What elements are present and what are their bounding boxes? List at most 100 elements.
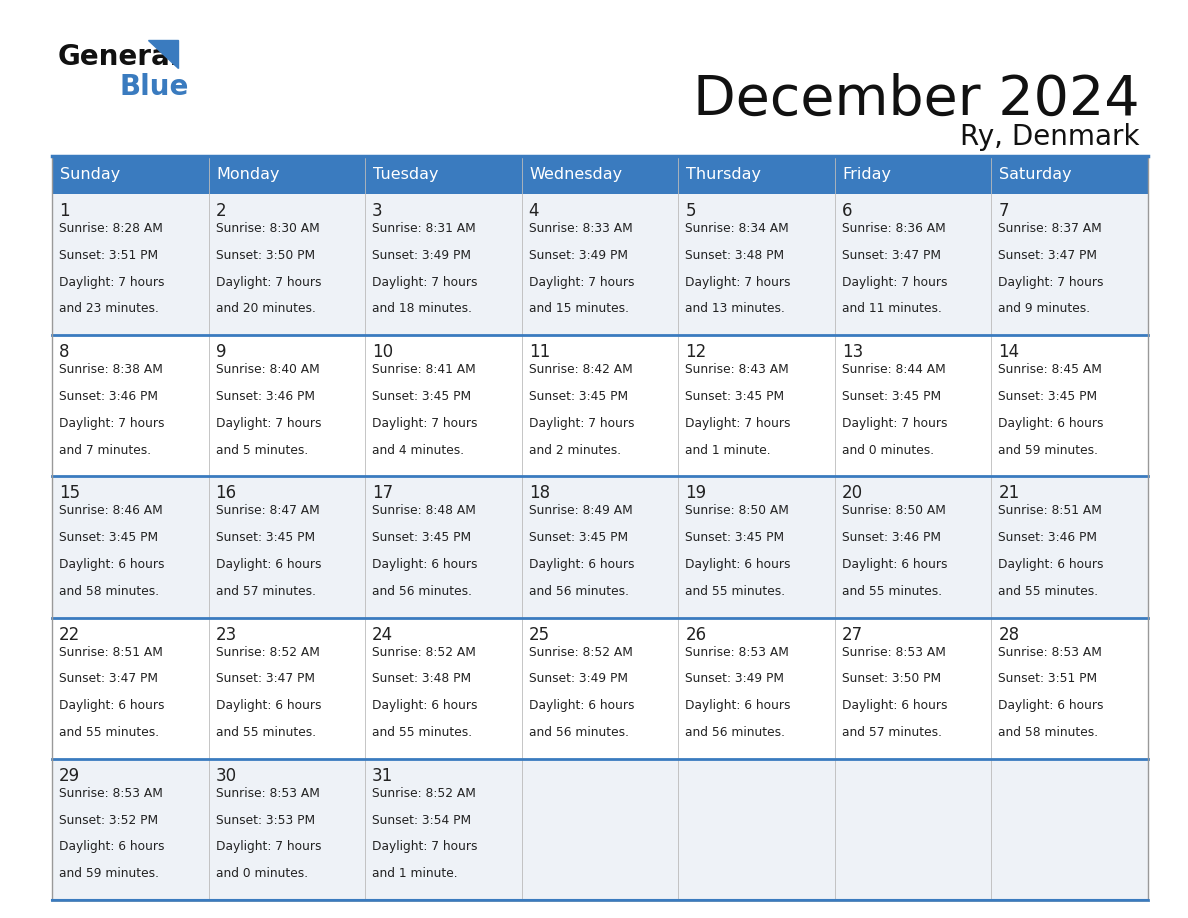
- Text: and 59 minutes.: and 59 minutes.: [59, 868, 159, 880]
- Bar: [365, 476, 522, 618]
- Text: Sunset: 3:48 PM: Sunset: 3:48 PM: [685, 249, 784, 262]
- Text: and 59 minutes.: and 59 minutes.: [998, 443, 1099, 456]
- Text: Thursday: Thursday: [687, 167, 762, 183]
- Text: 23: 23: [215, 625, 236, 644]
- Text: 17: 17: [372, 485, 393, 502]
- Text: Sunset: 3:51 PM: Sunset: 3:51 PM: [59, 249, 158, 262]
- Bar: [992, 156, 1148, 194]
- Text: Daylight: 7 hours: Daylight: 7 hours: [685, 275, 791, 288]
- Text: Daylight: 7 hours: Daylight: 7 hours: [372, 275, 478, 288]
- Bar: [835, 335, 992, 476]
- Text: Daylight: 7 hours: Daylight: 7 hours: [372, 417, 478, 430]
- Text: Sunrise: 8:38 AM: Sunrise: 8:38 AM: [59, 364, 163, 376]
- Bar: [365, 335, 522, 476]
- Text: Friday: Friday: [842, 167, 892, 183]
- Bar: [52, 156, 209, 194]
- Text: 5: 5: [685, 202, 696, 220]
- Text: Daylight: 6 hours: Daylight: 6 hours: [529, 700, 634, 712]
- Text: Blue: Blue: [120, 73, 189, 101]
- Bar: [365, 156, 522, 194]
- Bar: [365, 618, 522, 759]
- Text: and 1 minute.: and 1 minute.: [685, 443, 771, 456]
- Text: Sunset: 3:47 PM: Sunset: 3:47 PM: [998, 249, 1098, 262]
- Text: Sunrise: 8:33 AM: Sunrise: 8:33 AM: [529, 222, 632, 235]
- Text: Daylight: 7 hours: Daylight: 7 hours: [842, 417, 947, 430]
- Text: Sunset: 3:45 PM: Sunset: 3:45 PM: [529, 532, 627, 544]
- Text: Sunrise: 8:44 AM: Sunrise: 8:44 AM: [842, 364, 946, 376]
- Text: and 57 minutes.: and 57 minutes.: [215, 585, 316, 598]
- Text: 4: 4: [529, 202, 539, 220]
- Text: Daylight: 7 hours: Daylight: 7 hours: [842, 275, 947, 288]
- Text: Daylight: 7 hours: Daylight: 7 hours: [215, 840, 321, 854]
- Text: 18: 18: [529, 485, 550, 502]
- Text: 14: 14: [998, 343, 1019, 361]
- Text: 8: 8: [59, 343, 70, 361]
- Text: Sunset: 3:45 PM: Sunset: 3:45 PM: [372, 390, 472, 403]
- Bar: [835, 194, 992, 335]
- Text: Saturday: Saturday: [999, 167, 1072, 183]
- Text: Sunday: Sunday: [61, 167, 120, 183]
- Bar: [52, 335, 209, 476]
- Bar: [522, 156, 678, 194]
- Text: Sunrise: 8:41 AM: Sunrise: 8:41 AM: [372, 364, 476, 376]
- Bar: [678, 194, 835, 335]
- Text: Daylight: 7 hours: Daylight: 7 hours: [372, 840, 478, 854]
- Bar: [52, 194, 209, 335]
- Text: Daylight: 7 hours: Daylight: 7 hours: [529, 275, 634, 288]
- Text: 12: 12: [685, 343, 707, 361]
- Text: 24: 24: [372, 625, 393, 644]
- Text: Sunrise: 8:50 AM: Sunrise: 8:50 AM: [842, 504, 946, 518]
- Text: Daylight: 6 hours: Daylight: 6 hours: [998, 700, 1104, 712]
- Text: Daylight: 6 hours: Daylight: 6 hours: [215, 700, 321, 712]
- Text: Sunrise: 8:53 AM: Sunrise: 8:53 AM: [998, 645, 1102, 658]
- Text: Daylight: 6 hours: Daylight: 6 hours: [998, 417, 1104, 430]
- Text: Sunset: 3:47 PM: Sunset: 3:47 PM: [59, 672, 158, 686]
- Bar: [522, 476, 678, 618]
- Bar: [678, 759, 835, 900]
- Text: 9: 9: [215, 343, 226, 361]
- Text: 21: 21: [998, 485, 1019, 502]
- Text: Daylight: 7 hours: Daylight: 7 hours: [215, 417, 321, 430]
- Text: 16: 16: [215, 485, 236, 502]
- Text: Sunrise: 8:36 AM: Sunrise: 8:36 AM: [842, 222, 946, 235]
- Text: Daylight: 7 hours: Daylight: 7 hours: [59, 417, 164, 430]
- Bar: [209, 476, 365, 618]
- Text: and 0 minutes.: and 0 minutes.: [842, 443, 934, 456]
- Text: Daylight: 7 hours: Daylight: 7 hours: [529, 417, 634, 430]
- Text: and 55 minutes.: and 55 minutes.: [372, 726, 473, 739]
- Text: Sunset: 3:49 PM: Sunset: 3:49 PM: [372, 249, 472, 262]
- Text: and 18 minutes.: and 18 minutes.: [372, 302, 472, 316]
- Text: 28: 28: [998, 625, 1019, 644]
- Text: 19: 19: [685, 485, 707, 502]
- Text: and 11 minutes.: and 11 minutes.: [842, 302, 942, 316]
- Text: 1: 1: [59, 202, 70, 220]
- Text: Sunset: 3:45 PM: Sunset: 3:45 PM: [215, 532, 315, 544]
- Text: 27: 27: [842, 625, 862, 644]
- Text: 2: 2: [215, 202, 226, 220]
- Text: Sunset: 3:46 PM: Sunset: 3:46 PM: [998, 532, 1098, 544]
- Text: Monday: Monday: [216, 167, 280, 183]
- Text: and 23 minutes.: and 23 minutes.: [59, 302, 159, 316]
- Bar: [522, 759, 678, 900]
- Text: and 4 minutes.: and 4 minutes.: [372, 443, 465, 456]
- Text: Sunset: 3:46 PM: Sunset: 3:46 PM: [842, 532, 941, 544]
- Bar: [209, 335, 365, 476]
- Text: Daylight: 7 hours: Daylight: 7 hours: [215, 275, 321, 288]
- Text: Sunrise: 8:50 AM: Sunrise: 8:50 AM: [685, 504, 789, 518]
- Text: and 55 minutes.: and 55 minutes.: [215, 726, 316, 739]
- Bar: [365, 194, 522, 335]
- Text: Sunrise: 8:51 AM: Sunrise: 8:51 AM: [998, 504, 1102, 518]
- Text: and 56 minutes.: and 56 minutes.: [529, 585, 628, 598]
- Text: Tuesday: Tuesday: [373, 167, 438, 183]
- Text: Daylight: 6 hours: Daylight: 6 hours: [998, 558, 1104, 571]
- Text: and 9 minutes.: and 9 minutes.: [998, 302, 1091, 316]
- Text: 15: 15: [59, 485, 80, 502]
- Text: Sunrise: 8:34 AM: Sunrise: 8:34 AM: [685, 222, 789, 235]
- Text: Sunset: 3:48 PM: Sunset: 3:48 PM: [372, 672, 472, 686]
- Text: Sunset: 3:50 PM: Sunset: 3:50 PM: [215, 249, 315, 262]
- Text: Sunrise: 8:53 AM: Sunrise: 8:53 AM: [215, 787, 320, 800]
- Text: Daylight: 6 hours: Daylight: 6 hours: [529, 558, 634, 571]
- Bar: [209, 759, 365, 900]
- Text: Sunset: 3:46 PM: Sunset: 3:46 PM: [215, 390, 315, 403]
- Text: and 1 minute.: and 1 minute.: [372, 868, 457, 880]
